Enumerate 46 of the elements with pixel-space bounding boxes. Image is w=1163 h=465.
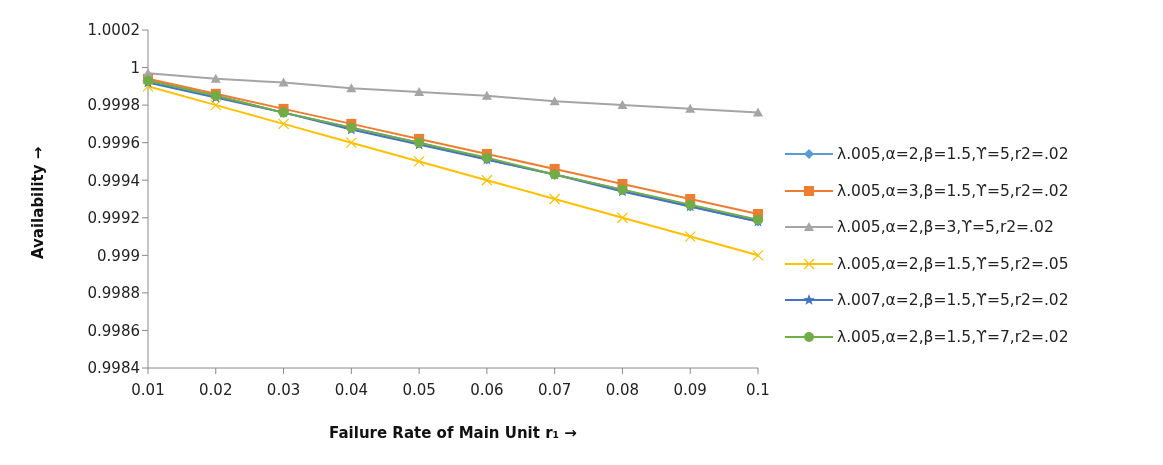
y-tick-label: 1 [130, 58, 140, 77]
legend-label: λ.005,α=2,β=3,ϒ=5,r2=.02 [837, 218, 1054, 237]
point [549, 193, 561, 205]
point [549, 96, 560, 106]
point [414, 86, 425, 96]
point [481, 174, 493, 186]
point [753, 107, 763, 117]
x-tick-label: 0.08 [605, 380, 640, 399]
x-tick-label: 0.04 [334, 380, 369, 399]
y-tick-label: 0.9984 [87, 359, 140, 378]
x-tick-label: 0.1 [746, 380, 770, 399]
legend-label: λ.007,α=2,β=1.5,ϒ=5,r2=.02 [837, 291, 1069, 310]
x-tick-label: 0.03 [266, 380, 301, 399]
x-tick-label: 0.05 [402, 380, 436, 399]
point [346, 83, 357, 93]
point [481, 90, 492, 100]
point [685, 103, 696, 113]
y-tick-label: 0.9992 [87, 209, 140, 228]
x-tick-label: 0.01 [131, 380, 165, 399]
point [210, 73, 221, 83]
x-tick-label: 0.07 [537, 380, 572, 399]
y-tick-label: 0.9998 [87, 96, 140, 115]
y-tick-label: 0.999 [97, 246, 140, 265]
point [413, 155, 425, 168]
legend-label: λ.005,α=3,β=1.5,ϒ=5,r2=.02 [837, 181, 1069, 200]
y-tick-label: 0.9988 [87, 284, 140, 303]
point [345, 137, 357, 149]
point [752, 249, 764, 261]
point [278, 77, 289, 87]
point [277, 118, 290, 130]
legend-label: λ.005,α=2,β=1.5,ϒ=5,r2=.05 [837, 254, 1069, 273]
y-tick-label: 1.0002 [87, 21, 140, 40]
y-tick-label: 0.9994 [87, 171, 140, 190]
x-tick-label: 0.06 [470, 380, 504, 399]
y-tick-label: 0.9996 [87, 133, 140, 152]
x-tick-label: 0.02 [199, 380, 233, 399]
x-tick-label: 0.09 [673, 380, 707, 399]
legend-label: λ.005,α=2,β=1.5,ϒ=7,r2=.02 [837, 327, 1069, 346]
point [617, 100, 628, 110]
point [616, 212, 629, 224]
y-tick-label: 0.9986 [87, 321, 140, 340]
y-axis-title: Availability → [29, 146, 48, 259]
point [684, 230, 696, 243]
x-axis-title: Failure Rate of Main Unit r₁ → [329, 424, 577, 442]
point [210, 99, 222, 111]
legend-label: λ.005,α=2,β=1.5,ϒ=5,r2=.02 [837, 145, 1069, 164]
